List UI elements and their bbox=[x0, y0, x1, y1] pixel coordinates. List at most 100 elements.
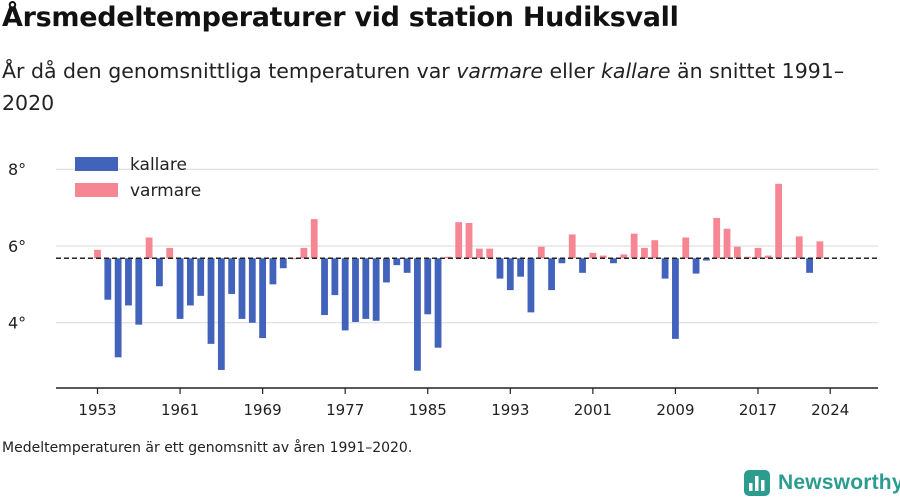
bar-1981 bbox=[383, 258, 390, 283]
x-tick-label-1961: 1961 bbox=[161, 401, 199, 419]
temperature-bar-chart: 4° 6° 8° 1953 1961 1969 1977 1985 1993 2001 2009 2… bbox=[8, 155, 878, 419]
subtitle-text-2: eller bbox=[542, 59, 602, 83]
bar-1987 bbox=[444, 256, 452, 259]
bar-2022 bbox=[806, 258, 813, 273]
bar-1988 bbox=[455, 222, 463, 259]
newsworthy-logo: Newsworthy bbox=[744, 467, 900, 499]
subtitle-text-1: År då den genomsnittliga temperaturen va… bbox=[2, 59, 457, 83]
legend: kallare varmare bbox=[75, 155, 201, 201]
bar-2016 bbox=[744, 256, 752, 259]
bar-2004 bbox=[620, 254, 628, 259]
bar-2012 bbox=[702, 258, 710, 261]
bar-1991 bbox=[486, 248, 494, 259]
bars bbox=[94, 183, 824, 371]
bar-1956 bbox=[125, 258, 132, 306]
bar-chart-logo-icon bbox=[744, 470, 770, 496]
bar-2023 bbox=[816, 241, 824, 259]
bar-1972 bbox=[290, 258, 297, 260]
bar-1994 bbox=[517, 258, 525, 277]
bar-1967 bbox=[238, 258, 246, 319]
bar-1957 bbox=[135, 258, 143, 325]
bar-1966 bbox=[228, 258, 236, 294]
bar-2021 bbox=[795, 236, 803, 259]
x-tick-label-1977: 1977 bbox=[326, 401, 364, 419]
bar-2010 bbox=[682, 237, 690, 259]
y-tick-label-8: 8° bbox=[8, 160, 26, 179]
bar-1953 bbox=[94, 249, 101, 259]
bar-1998 bbox=[558, 258, 566, 264]
x-tick-label-1985: 1985 bbox=[409, 401, 447, 419]
bar-1996 bbox=[537, 246, 545, 259]
bar-1965 bbox=[217, 258, 225, 370]
bar-2019 bbox=[775, 183, 783, 259]
x-tick-label-2001: 2001 bbox=[574, 401, 612, 419]
legend-label-kallare: kallare bbox=[130, 155, 187, 175]
bar-1960 bbox=[166, 247, 174, 259]
bar-1978 bbox=[352, 258, 359, 322]
x-tick-label-2009: 2009 bbox=[656, 401, 694, 419]
x-axis: 1953 1961 1969 1977 1985 1993 2001 2009 2017 2024 bbox=[56, 387, 878, 419]
bar-2018 bbox=[764, 255, 772, 259]
bar-1992 bbox=[496, 258, 504, 279]
bar-2009 bbox=[672, 258, 679, 339]
bar-2011 bbox=[692, 258, 700, 274]
bar-1968 bbox=[248, 258, 256, 323]
x-tick-label-2024: 2024 bbox=[811, 401, 849, 419]
bar-1974 bbox=[310, 219, 318, 259]
bar-1989 bbox=[465, 222, 473, 259]
footnote: Medeltemperaturen är ett genomsnitt av å… bbox=[2, 440, 413, 456]
bar-1971 bbox=[279, 258, 287, 269]
bar-1995 bbox=[527, 258, 535, 313]
bar-1986 bbox=[434, 258, 442, 348]
bar-2015 bbox=[733, 246, 741, 259]
bar-1990 bbox=[475, 248, 483, 259]
bar-2017 bbox=[754, 247, 762, 259]
bar-2013 bbox=[713, 217, 721, 259]
bar-1962 bbox=[186, 258, 194, 306]
subtitle-text-3: än snittet 1991–2020 bbox=[2, 59, 845, 115]
bar-1997 bbox=[548, 258, 555, 291]
bar-1993 bbox=[506, 258, 514, 291]
bar-2000 bbox=[579, 258, 586, 273]
bar-1959 bbox=[156, 258, 163, 287]
bar-1976 bbox=[331, 258, 339, 296]
chart-subtitle: År då den genomsnittliga temperaturen va… bbox=[2, 55, 882, 119]
x-tick-label-1993: 1993 bbox=[491, 401, 529, 419]
bar-2014 bbox=[723, 228, 731, 259]
x-tick-label-1969: 1969 bbox=[244, 401, 282, 419]
brand-name: Newsworthy bbox=[778, 471, 900, 494]
bar-1985 bbox=[424, 258, 432, 315]
bar-1973 bbox=[300, 247, 308, 259]
x-tick-label-2017: 2017 bbox=[739, 401, 777, 419]
bar-1982 bbox=[393, 258, 401, 266]
y-tick-label-4: 4° bbox=[8, 314, 26, 333]
bar-2003 bbox=[610, 258, 617, 264]
bar-1964 bbox=[207, 258, 215, 344]
bar-1983 bbox=[403, 258, 411, 273]
bar-2007 bbox=[651, 240, 659, 259]
bar-1999 bbox=[568, 234, 576, 259]
y-tick-label-6: 6° bbox=[8, 237, 26, 256]
bar-1963 bbox=[197, 258, 205, 296]
subtitle-colder-word: kallare bbox=[601, 59, 671, 83]
bar-1954 bbox=[104, 258, 112, 300]
bar-2005 bbox=[630, 233, 638, 259]
bar-1969 bbox=[259, 258, 267, 339]
subtitle-warmer-word: varmare bbox=[456, 59, 543, 83]
bar-1980 bbox=[372, 258, 380, 321]
bar-2006 bbox=[641, 247, 648, 259]
bar-1977 bbox=[341, 258, 349, 331]
bar-1979 bbox=[362, 258, 370, 319]
legend-label-varmare: varmare bbox=[130, 181, 201, 201]
bar-2002 bbox=[599, 255, 607, 259]
x-tick-label-1953: 1953 bbox=[78, 401, 116, 419]
bar-2008 bbox=[661, 258, 669, 279]
chart-title: Årsmedeltemperaturer vid station Hudiksv… bbox=[2, 2, 679, 33]
legend-swatch-kallare bbox=[75, 157, 118, 171]
bar-1955 bbox=[114, 258, 122, 358]
bar-1961 bbox=[176, 258, 184, 319]
bar-1970 bbox=[269, 258, 277, 285]
legend-swatch-varmare bbox=[75, 183, 118, 197]
bar-1984 bbox=[414, 258, 421, 371]
bar-1958 bbox=[145, 237, 153, 259]
